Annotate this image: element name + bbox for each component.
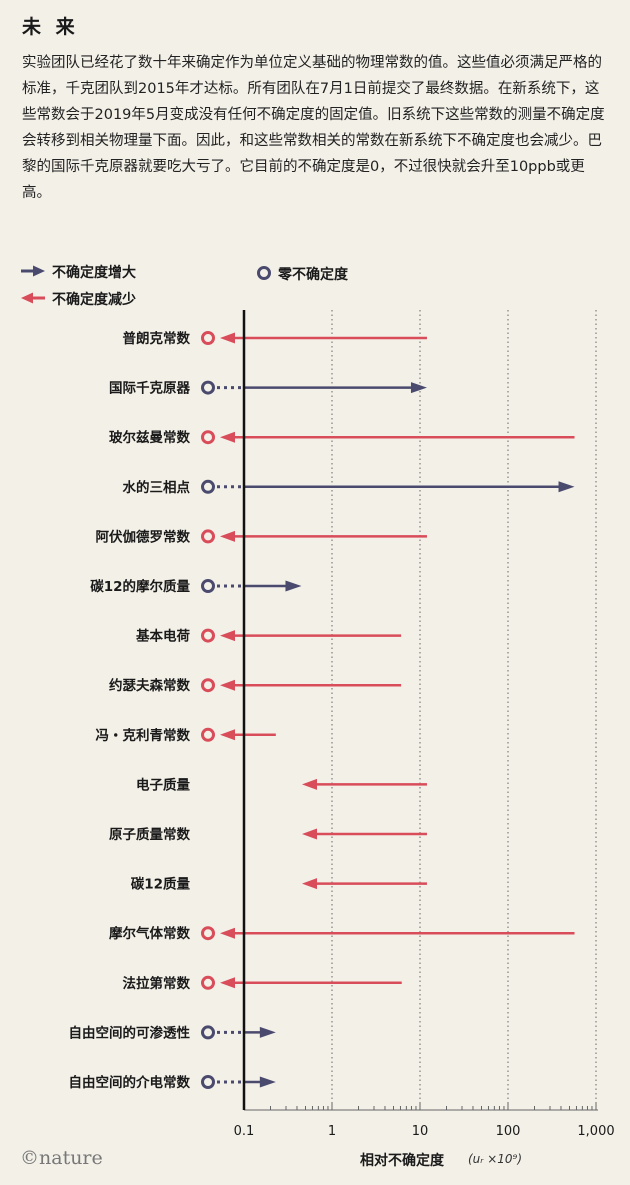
arrow-head-0 — [220, 332, 235, 344]
arrow-head-4 — [220, 530, 235, 542]
zero-marker-3 — [201, 479, 215, 494]
row-label-0: 普朗克常数 — [123, 330, 191, 347]
row-label-15: 自由空间的介电常数 — [69, 1074, 191, 1091]
row-label-9: 电子质量 — [136, 776, 190, 793]
zero-marker-1 — [201, 380, 215, 395]
zero-marker-15 — [201, 1075, 215, 1089]
x-tick-label-0: 0.1 — [234, 1124, 255, 1139]
row-label-14: 自由空间的可渗透性 — [69, 1024, 191, 1041]
decrease-arrow-icon — [21, 292, 45, 304]
arrow-head-13 — [220, 977, 235, 989]
x-tick-label-4: 1,000 — [577, 1124, 614, 1139]
arrow-head-5 — [285, 580, 302, 592]
row-label-3: 水的三相点 — [123, 479, 191, 496]
arrow-head-10 — [302, 828, 317, 840]
zero-marker-7 — [201, 678, 215, 693]
arrow-head-1 — [410, 382, 427, 394]
arrow-head-15 — [259, 1076, 276, 1088]
zero-marker-5 — [201, 579, 215, 593]
nature-credit: ©nature — [20, 1147, 103, 1169]
zero-marker-6 — [201, 628, 215, 643]
row-label-11: 碳12质量 — [131, 876, 191, 893]
arrow-head-6 — [220, 630, 235, 642]
row-label-8: 冯・克利青常数 — [96, 727, 191, 744]
row-label-6: 基本电荷 — [136, 628, 190, 645]
row-label-5: 碳12的摩尔质量 — [90, 578, 190, 595]
row-label-10: 原子质量常数 — [109, 826, 190, 843]
arrow-head-14 — [259, 1026, 276, 1038]
arrow-head-2 — [220, 431, 235, 443]
legend-zero-label: 零不确定度 — [278, 267, 348, 283]
arrow-head-7 — [220, 679, 235, 691]
zero-marker-4 — [201, 529, 215, 544]
row-label-4: 阿伏伽德罗常数 — [96, 528, 191, 545]
arrow-head-9 — [302, 778, 317, 790]
zero-marker-12 — [201, 926, 215, 941]
arrow-head-12 — [220, 927, 235, 939]
arrow-head-11 — [302, 878, 317, 890]
legend-decrease-label: 不确定度减少 — [52, 292, 136, 308]
x-tick-label-2: 10 — [412, 1124, 429, 1139]
zero-marker-0 — [201, 331, 215, 345]
row-label-2: 玻尔兹曼常数 — [109, 429, 190, 446]
arrow-head-3 — [558, 481, 575, 493]
arrow-head-8 — [220, 729, 235, 741]
uncertainty-chart: 0.1 1 10 100 1,000 普朗克常数国际千克原器玻尔兹曼常数水的三相点阿伏伽德… — [69, 310, 615, 1139]
zero-marker-8 — [201, 727, 215, 742]
row-label-7: 约瑟夫森常数 — [109, 677, 190, 694]
zero-marker-14 — [201, 1025, 215, 1040]
legend-increase-label: 不确定度增大 — [52, 265, 136, 281]
page-title: 未 来 — [22, 16, 79, 38]
increase-arrow-icon — [21, 265, 45, 277]
x-axis-title: 相对不确定度 — [360, 1153, 444, 1169]
zero-circle-icon — [257, 266, 271, 280]
row-label-1: 国际千克原器 — [109, 380, 190, 397]
zero-marker-2 — [201, 430, 215, 445]
intro-paragraph: 实验团队已经花了数十年来确定作为单位定义基础的物理常数的值。这些值必须满足严格的… — [22, 55, 605, 201]
zero-marker-13 — [201, 975, 215, 990]
row-label-13: 法拉第常数 — [123, 975, 191, 992]
x-tick-label-1: 1 — [328, 1124, 336, 1139]
row-label-12: 摩尔气体常数 — [109, 925, 190, 942]
x-axis-unit: (uᵣ ×10⁹) — [468, 1152, 523, 1166]
x-tick-label-3: 100 — [496, 1124, 521, 1139]
